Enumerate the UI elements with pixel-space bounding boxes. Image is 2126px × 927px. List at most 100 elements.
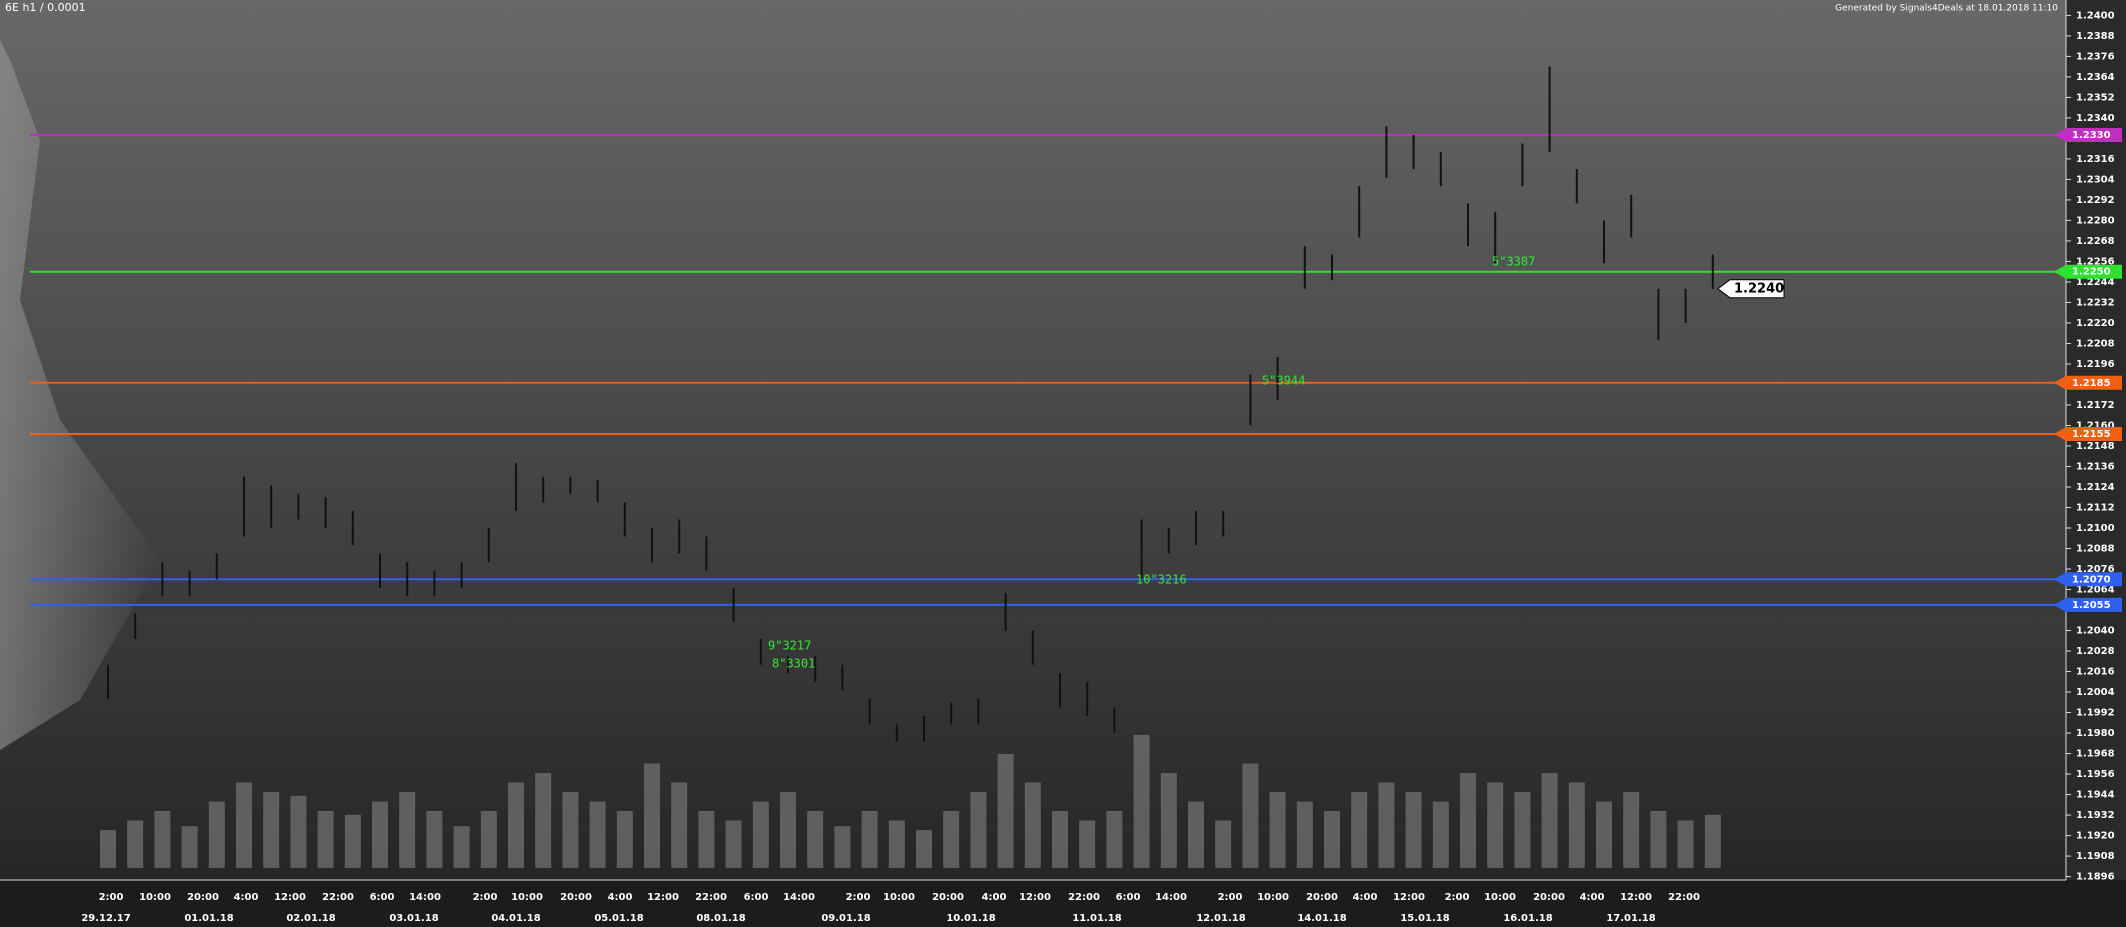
- y-tick-label: 1.1980: [2076, 728, 2115, 739]
- volume-bar: [616, 811, 633, 868]
- y-tick-label: 1.2232: [2076, 297, 2115, 308]
- volume-bar: [1242, 763, 1259, 868]
- volume-bar: [1623, 792, 1640, 868]
- volume-bar: [426, 811, 443, 868]
- x-tick-label: 12:00: [647, 892, 679, 903]
- chart-title: 6E h1 / 0.0001: [5, 1, 86, 14]
- x-tick-label: 20:00: [560, 892, 592, 903]
- volume-bar: [1514, 792, 1531, 868]
- chart-subtitle: Generated by Signals4Deals at 18.01.2018…: [1835, 4, 2058, 14]
- x-tick-label: 2:00: [846, 892, 871, 903]
- volume-bar: [589, 801, 606, 868]
- x-tick-label: 12:00: [1393, 892, 1425, 903]
- date-label: 16.01.18: [1503, 913, 1552, 924]
- y-tick-label: 1.1968: [2076, 749, 2115, 760]
- x-tick-label: 6:00: [744, 892, 769, 903]
- x-tick-label: 2:00: [99, 892, 124, 903]
- level-label: 1.2250: [2072, 267, 2111, 278]
- x-tick-label: 4:00: [982, 892, 1007, 903]
- y-tick-label: 1.2148: [2076, 441, 2115, 452]
- y-tick-label: 1.1932: [2076, 810, 2115, 821]
- y-tick-label: 1.2292: [2076, 195, 2115, 206]
- x-tick-label: 10:00: [1257, 892, 1289, 903]
- x-tick-label: 20:00: [187, 892, 219, 903]
- volume-bar: [562, 792, 579, 868]
- volume-bar: [208, 801, 225, 868]
- y-tick-label: 1.2220: [2076, 318, 2115, 329]
- y-tick-label: 1.2388: [2076, 31, 2115, 42]
- x-tick-label: 10:00: [511, 892, 543, 903]
- volume-bar: [263, 792, 280, 868]
- volume-bar: [970, 792, 987, 868]
- volume-bar: [780, 792, 796, 868]
- x-tick-label: 10:00: [139, 892, 171, 903]
- y-tick-label: 1.2136: [2076, 461, 2115, 472]
- volume-bar: [943, 811, 960, 868]
- volume-bar: [100, 830, 116, 868]
- volume-bar: [1024, 782, 1041, 868]
- volume-bar: [1405, 792, 1422, 868]
- x-tick-label: 2:00: [473, 892, 498, 903]
- y-tick-label: 1.2172: [2076, 400, 2115, 411]
- y-tick-label: 1.2340: [2076, 113, 2115, 124]
- y-tick-label: 1.1944: [2076, 790, 2115, 801]
- y-tick-label: 1.2364: [2076, 72, 2115, 83]
- volume-bar: [344, 814, 361, 868]
- volume-bar: [1704, 814, 1721, 868]
- volume-bar: [290, 795, 307, 868]
- volume-bar: [372, 801, 388, 868]
- x-tick-label: 4:00: [1580, 892, 1605, 903]
- volume-bar: [671, 782, 688, 868]
- date-label: 08.01.18: [696, 913, 745, 924]
- x-tick-label: 4:00: [608, 892, 633, 903]
- y-tick-label: 1.2400: [2076, 10, 2115, 21]
- volume-bar: [181, 826, 198, 868]
- x-tick-label: 6:00: [370, 892, 395, 903]
- y-tick-label: 1.2124: [2076, 482, 2115, 493]
- y-tick-label: 1.2004: [2076, 687, 2115, 698]
- level-tag: [2054, 427, 2122, 442]
- volume-bar: [1160, 773, 1177, 868]
- volume-bar: [127, 820, 144, 868]
- x-tick-label: 2:00: [1218, 892, 1243, 903]
- date-label: 15.01.18: [1400, 913, 1449, 924]
- volume-bar: [644, 763, 660, 868]
- level-tag: [2054, 597, 2122, 612]
- date-label: 04.01.18: [491, 913, 540, 924]
- volume-bar: [698, 811, 715, 868]
- volume-bar: [1568, 782, 1585, 868]
- y-tick-label: 1.1956: [2076, 769, 2115, 780]
- annotation: 10"3216: [1136, 573, 1187, 587]
- date-label: 10.01.18: [946, 913, 995, 924]
- volume-bar: [535, 773, 552, 868]
- date-label: 01.01.18: [184, 913, 233, 924]
- volume-bar: [1596, 801, 1612, 868]
- last-price-tag: [1717, 279, 1785, 299]
- y-tick-label: 1.2256: [2076, 256, 2115, 267]
- y-tick-label: 1.1896: [2076, 872, 2115, 883]
- volume-bar: [861, 811, 878, 868]
- x-tick-label: 20:00: [932, 892, 964, 903]
- date-label: 05.01.18: [594, 913, 643, 924]
- level-label: 1.2155: [2072, 429, 2111, 440]
- date-label: 17.01.18: [1606, 913, 1655, 924]
- date-label: 29.12.17: [81, 913, 130, 924]
- y-tick-label: 1.2064: [2076, 585, 2115, 596]
- x-tick-label: 4:00: [234, 892, 259, 903]
- volume-bar: [1541, 773, 1558, 868]
- volume-bar: [1324, 811, 1340, 868]
- volume-bar: [236, 782, 252, 868]
- volume-bar: [1460, 773, 1476, 868]
- date-label: 03.01.18: [389, 913, 438, 924]
- volume-bar: [1052, 811, 1068, 868]
- volume-bar: [1677, 820, 1694, 868]
- volume-profile: [0, 40, 160, 750]
- y-tick-label: 1.2016: [2076, 667, 2115, 678]
- volume-bar: [1378, 782, 1395, 868]
- date-label: 11.01.18: [1072, 913, 1121, 924]
- volume-bar: [725, 820, 742, 868]
- volume-bar: [1188, 801, 1204, 868]
- y-tick-label: 1.2316: [2076, 154, 2115, 165]
- x-tick-label: 22:00: [322, 892, 354, 903]
